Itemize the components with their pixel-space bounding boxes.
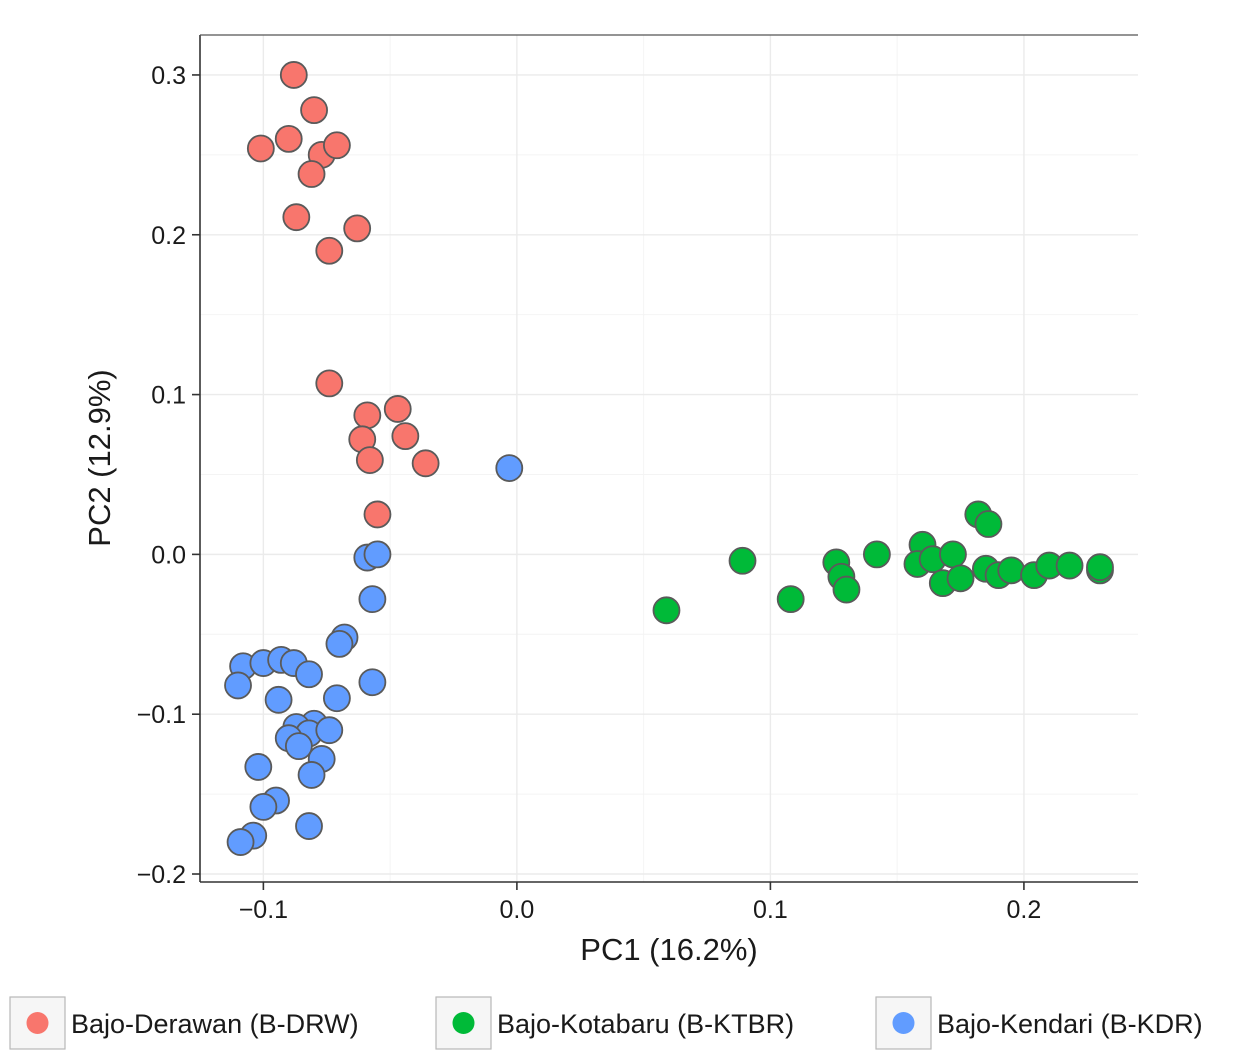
data-point <box>1055 551 1084 580</box>
data-point <box>358 668 387 697</box>
data-point <box>315 236 344 265</box>
x-axis-ticks: −0.1 0.0 0.1 0.2 <box>239 882 1042 924</box>
legend-swatch <box>26 1012 49 1034</box>
x-tick-label: 0.1 <box>753 896 788 924</box>
data-point <box>358 585 387 614</box>
data-point <box>315 716 344 745</box>
y-tick-label: −0.2 <box>137 861 186 889</box>
legend-swatch <box>452 1012 475 1034</box>
y-tick-label: 0.3 <box>151 62 186 90</box>
data-point <box>652 596 681 625</box>
data-point <box>391 422 420 451</box>
data-point <box>249 792 278 821</box>
y-tick-label: 0.2 <box>151 222 186 250</box>
data-point <box>495 454 524 482</box>
data-points <box>224 61 1114 856</box>
y-tick-label: 0.1 <box>151 382 186 410</box>
data-point <box>297 761 326 789</box>
data-point <box>355 446 384 474</box>
data-point <box>862 540 891 569</box>
data-point <box>322 684 351 713</box>
data-point <box>363 540 392 569</box>
data-point <box>284 732 313 761</box>
data-point <box>728 546 757 575</box>
y-axis-ticks: −0.2 −0.1 0.0 0.1 0.2 0.3 <box>137 62 200 889</box>
legend-label: Bajo-Derawan (B-DRW) <box>71 1009 359 1039</box>
data-point <box>343 214 372 243</box>
data-point <box>322 131 351 160</box>
data-point <box>224 671 252 700</box>
data-point <box>325 629 354 658</box>
series-1 <box>652 500 1114 625</box>
legend-swatch <box>892 1012 915 1034</box>
legend-label: Bajo-Kendari (B-KDR) <box>937 1009 1203 1039</box>
data-point <box>939 540 967 569</box>
data-point <box>776 585 805 614</box>
series-2 <box>224 454 524 856</box>
grid-lines <box>200 35 1138 882</box>
legend-label: Bajo-Kotabaru (B-KTBR) <box>497 1009 794 1039</box>
data-point <box>832 575 861 604</box>
data-point <box>353 401 382 430</box>
x-tick-label: 0.0 <box>500 896 535 924</box>
data-point <box>226 828 255 856</box>
data-point <box>295 812 323 840</box>
data-point <box>295 660 323 689</box>
data-point <box>946 564 975 593</box>
data-point <box>363 500 392 529</box>
legend: Bajo-Derawan (B-DRW) Bajo-Kotabaru (B-KTB… <box>9 996 1203 1050</box>
data-point <box>1086 553 1114 582</box>
y-tick-label: −0.1 <box>137 701 186 729</box>
data-point <box>246 134 275 163</box>
plot-panel <box>200 35 1138 882</box>
data-point <box>300 96 328 125</box>
series-0 <box>246 61 440 529</box>
data-point <box>315 369 344 398</box>
x-axis-title: PC1 (16.2%) <box>580 932 757 967</box>
data-point <box>997 556 1026 585</box>
y-axis-title: PC2 (12.9%) <box>82 369 117 546</box>
data-point <box>974 510 1003 538</box>
data-point <box>274 124 303 153</box>
data-point <box>282 203 311 232</box>
data-point <box>383 395 412 423</box>
data-point <box>279 61 308 89</box>
x-tick-label: 0.2 <box>1007 896 1042 924</box>
y-tick-label: 0.0 <box>151 541 186 569</box>
data-point <box>264 685 293 714</box>
data-point <box>297 160 326 188</box>
data-point <box>411 449 440 478</box>
x-tick-label: −0.1 <box>239 896 288 924</box>
data-point <box>244 753 273 781</box>
